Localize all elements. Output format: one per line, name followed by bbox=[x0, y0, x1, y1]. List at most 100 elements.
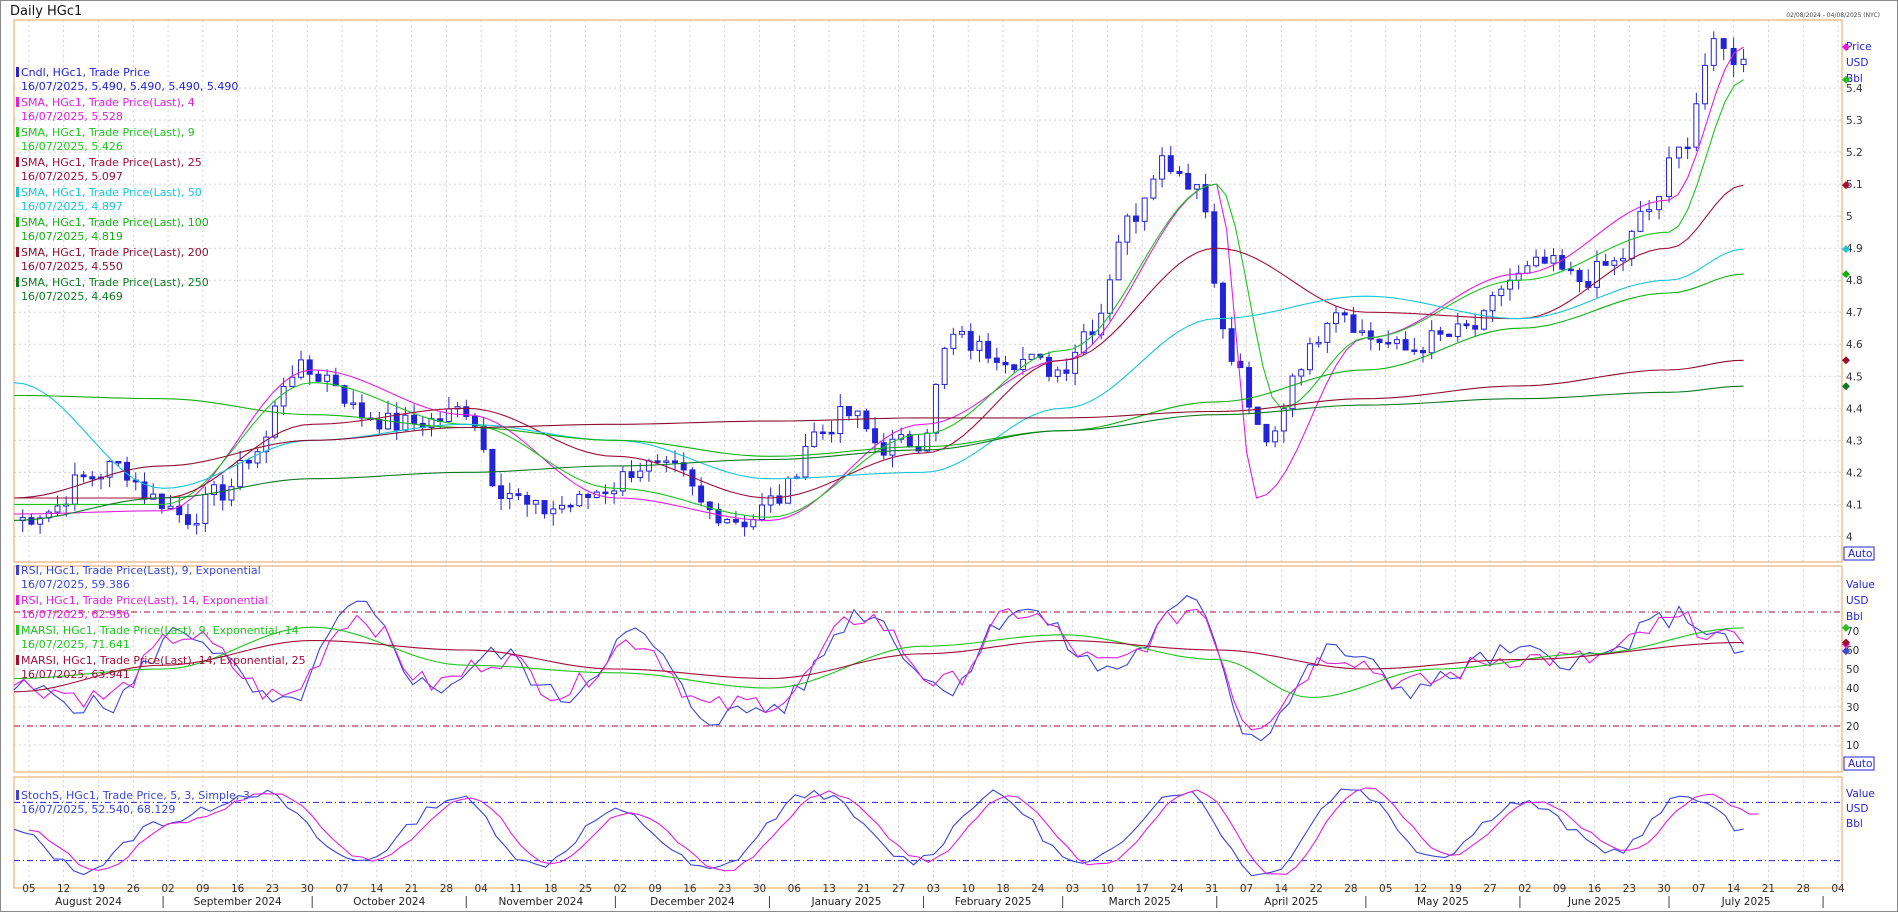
candle-body bbox=[480, 425, 487, 450]
price-tick-label: 4.7 bbox=[1846, 307, 1863, 319]
x-tick-label: 09 bbox=[196, 883, 209, 895]
candle-body bbox=[245, 460, 252, 464]
price-legend-name: SMA, HGc1, Trade Price(Last), 250 bbox=[21, 276, 209, 289]
candle-body bbox=[263, 436, 270, 453]
x-tick-label: 31 bbox=[1205, 883, 1218, 895]
candle-body bbox=[1550, 255, 1557, 264]
price-tick-label: 4.2 bbox=[1846, 467, 1863, 479]
candle-body bbox=[158, 493, 165, 509]
candle-body bbox=[1106, 279, 1113, 314]
candle-body bbox=[1028, 353, 1035, 360]
price-tick-label: 4 bbox=[1846, 531, 1853, 543]
candle-body bbox=[150, 493, 157, 500]
candle-body bbox=[959, 330, 966, 335]
candle-body bbox=[1063, 369, 1070, 374]
candle-body bbox=[715, 509, 722, 524]
candle-body bbox=[280, 385, 287, 407]
candle-body bbox=[1480, 310, 1487, 330]
candle-body bbox=[515, 493, 522, 496]
candle-body bbox=[567, 504, 574, 508]
price-legend-value: 16/07/2025, 5.097 bbox=[21, 170, 123, 183]
rsi-tick-label: 20 bbox=[1846, 721, 1859, 733]
sma-last-value-marker bbox=[1842, 43, 1850, 52]
x-tick-label: 21 bbox=[1762, 883, 1775, 895]
price-legend-value: 16/07/2025, 4.819 bbox=[21, 230, 123, 243]
sma-line-6 bbox=[13, 359, 1744, 499]
candle-body bbox=[932, 383, 939, 434]
candle-body bbox=[680, 462, 687, 471]
x-tick-label: 10 bbox=[1101, 883, 1114, 895]
stoch-axis-title: Value bbox=[1846, 788, 1875, 800]
candle-body bbox=[767, 495, 774, 506]
x-tick-label: 10 bbox=[962, 883, 975, 895]
price-legend-swatch bbox=[16, 187, 19, 197]
candle-body bbox=[532, 500, 539, 505]
price-legend-swatch bbox=[16, 127, 19, 137]
candle-body bbox=[1376, 338, 1383, 343]
price-tick-label: 4.9 bbox=[1846, 243, 1863, 255]
candle-body bbox=[1359, 330, 1366, 333]
candle-body bbox=[471, 415, 478, 427]
x-tick-label: 21 bbox=[857, 883, 870, 895]
candle-body bbox=[1710, 38, 1717, 66]
price-axis-bbl: Bbl bbox=[1846, 73, 1863, 85]
sma-last-value-marker bbox=[1842, 356, 1850, 365]
candle-body bbox=[880, 442, 887, 456]
candle-body bbox=[1498, 288, 1505, 297]
price-auto-button[interactable] bbox=[1843, 546, 1875, 561]
price-legend-value: 16/07/2025, 4.550 bbox=[21, 260, 123, 273]
x-tick-label: 03 bbox=[1066, 883, 1079, 895]
price-tick-label: 4.3 bbox=[1846, 435, 1863, 447]
candle-body bbox=[785, 477, 792, 504]
candle-body bbox=[1740, 58, 1747, 66]
candle-body bbox=[115, 460, 122, 464]
candle-body bbox=[1202, 184, 1209, 213]
x-tick-label: 17 bbox=[1136, 883, 1149, 895]
candle-body bbox=[1593, 261, 1600, 288]
candle-body bbox=[1602, 261, 1609, 266]
x-tick-label: 24 bbox=[1170, 883, 1184, 895]
candle-body bbox=[663, 460, 670, 463]
candle-body bbox=[811, 431, 818, 447]
candle-body bbox=[1324, 322, 1331, 343]
candle-body bbox=[524, 494, 531, 505]
candle-body bbox=[1141, 197, 1148, 222]
rsi-auto-button[interactable] bbox=[1843, 756, 1875, 771]
date-range-label: 02/08/2024 - 04/08/2025 (NYC) bbox=[1786, 12, 1880, 19]
x-tick-label: 14 bbox=[1727, 883, 1741, 895]
x-tick-label: 30 bbox=[1657, 883, 1670, 895]
candle-body bbox=[211, 484, 218, 496]
candle-body bbox=[1263, 423, 1270, 443]
candle-body bbox=[585, 493, 592, 498]
candle-body bbox=[1246, 367, 1253, 408]
price-legend-name: SMA, HGc1, Trade Price(Last), 9 bbox=[21, 126, 195, 139]
rsi-legend-name: MARSI, HGc1, Trade Price(Last), 14, Expo… bbox=[21, 654, 306, 667]
x-tick-label: 21 bbox=[405, 883, 418, 895]
candle-body bbox=[1559, 255, 1566, 270]
candle-body bbox=[1167, 155, 1174, 173]
x-month-label: September 2024 bbox=[194, 896, 282, 908]
candle-body bbox=[1567, 268, 1574, 272]
sma-line-3 bbox=[14, 184, 1744, 499]
x-tick-label: 27 bbox=[1483, 883, 1496, 895]
panel-border-2 bbox=[13, 565, 1843, 773]
candle-body bbox=[28, 517, 35, 525]
price-legend-name: SMA, HGc1, Trade Price(Last), 100 bbox=[21, 216, 209, 229]
x-tick-label: 07 bbox=[1692, 883, 1705, 895]
price-tick-label: 4.5 bbox=[1846, 371, 1863, 383]
candle-body bbox=[1620, 258, 1627, 262]
candle-body bbox=[80, 474, 87, 478]
candle-body bbox=[71, 474, 78, 505]
rsi-legend-name: RSI, HGc1, Trade Price(Last), 14, Expone… bbox=[21, 594, 268, 607]
x-tick-label: 19 bbox=[92, 883, 105, 895]
rsi-legend-swatch bbox=[16, 625, 19, 635]
price-legend-swatch bbox=[16, 217, 19, 227]
candle-body bbox=[1541, 256, 1548, 264]
candle-body bbox=[332, 374, 339, 387]
candle-body bbox=[541, 500, 548, 515]
price-legend-value: 16/07/2025, 5.426 bbox=[21, 140, 123, 153]
candle-body bbox=[1675, 146, 1682, 159]
candle-body bbox=[1437, 330, 1444, 335]
rsi-legend-value: 16/07/2025, 63.941 bbox=[21, 668, 130, 681]
